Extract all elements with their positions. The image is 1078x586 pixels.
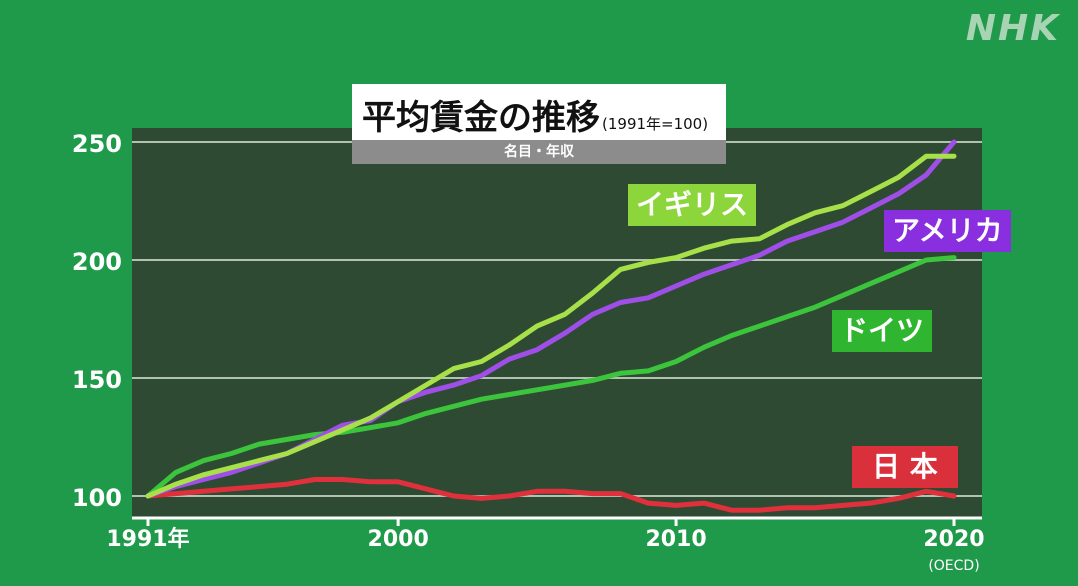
chart-title-box: 平均賃金の推移 (1991年=100) (352, 84, 726, 140)
y-tick-label: 150 (72, 366, 122, 394)
x-tick-label: 1991年 (106, 526, 189, 552)
chart-subtitle: 名目・年収 (352, 140, 726, 164)
chart-title-text: 平均賃金の推移 (362, 98, 600, 138)
series-line-0 (145, 153, 957, 499)
y-tick-label: 200 (72, 248, 122, 276)
series-line-2 (145, 255, 957, 499)
nhk-logo: NHK (965, 8, 1060, 49)
label-japan: 日 本 (852, 446, 958, 488)
x-tick-label: 2010 (645, 527, 706, 552)
label-uk: イギリス (628, 184, 757, 226)
chart-title-note: (1991年=100) (602, 115, 709, 133)
label-germany: ドイツ (832, 310, 933, 352)
series-line-3 (145, 477, 957, 513)
chart-title: 平均賃金の推移 (1991年=100) (362, 90, 708, 139)
y-tick-label: 250 (72, 130, 122, 158)
x-tick-label: 2000 (368, 527, 429, 552)
label-usa: アメリカ (884, 210, 1011, 252)
source-note: (OECD) (928, 558, 979, 574)
y-tick-label: 100 (72, 484, 122, 512)
x-tick-label: 2020 (923, 527, 984, 552)
